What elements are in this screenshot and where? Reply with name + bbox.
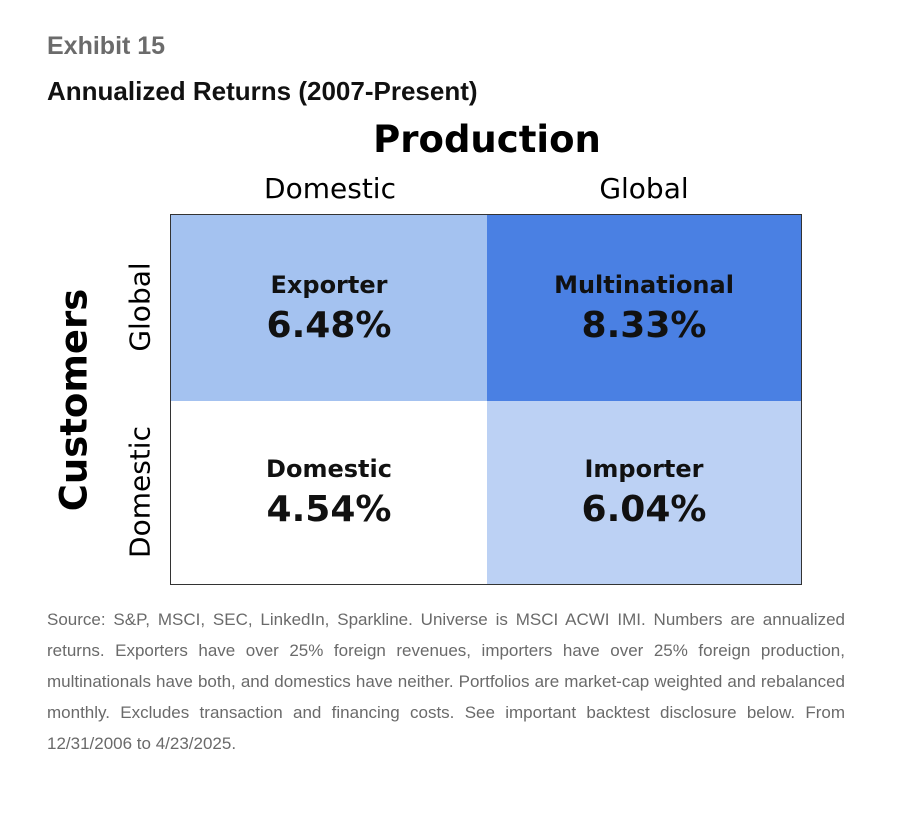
cell: Domestic 4.54% <box>171 401 487 584</box>
cell-label: Multinational <box>554 270 734 299</box>
row-header: Domestic <box>123 426 157 558</box>
cell-label: Domestic <box>266 455 392 483</box>
exhibit-label: Exhibit 15 <box>47 32 166 60</box>
cell-value: 8.33% <box>581 304 707 346</box>
column-axis-title: Production <box>373 118 601 161</box>
title: Annualized Returns (2007-Present) <box>47 76 478 106</box>
footnote: Source: S&P, MSCI, SEC, LinkedIn, Sparkl… <box>47 610 845 753</box>
row-axis-title: Customers <box>52 288 96 512</box>
cell-value: 6.04% <box>581 489 707 530</box>
cell: Multinational 8.33% <box>487 215 801 401</box>
row-header: Global <box>123 262 157 352</box>
cell-label: Exporter <box>270 270 388 299</box>
cell: Exporter 6.48% <box>171 215 487 401</box>
matrix: Exporter 6.48% Multinational 8.33% Domesti… <box>170 214 802 585</box>
cell-value: 6.48% <box>266 304 392 346</box>
column-header: Global <box>599 172 689 205</box>
cell: Importer 6.04% <box>487 401 801 584</box>
cell-value: 4.54% <box>266 489 392 530</box>
cell-label: Importer <box>584 455 704 483</box>
column-header: Domestic <box>264 172 396 205</box>
